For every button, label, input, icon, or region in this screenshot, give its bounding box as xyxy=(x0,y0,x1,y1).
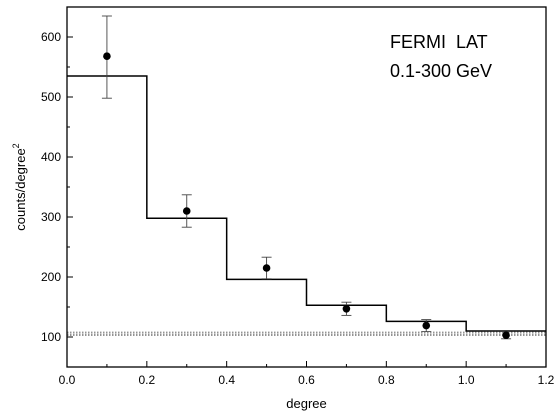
x-axis-title: degree xyxy=(286,396,326,411)
x-tick-label: 0.2 xyxy=(138,373,155,387)
data-point xyxy=(262,264,271,272)
y-axis-title-superscript: 2 xyxy=(11,143,21,148)
annotation-energy-range: 0.1-300 GeV xyxy=(390,61,492,81)
x-tick-label: 0.8 xyxy=(378,373,395,387)
x-axis-ticks: 0.0 0.2 0.4 0.6 0.8 1.0 1.2 xyxy=(59,361,555,387)
data-point xyxy=(182,207,191,215)
annotation-instrument: FERMI LAT xyxy=(390,32,488,52)
x-tick-label: 0.0 xyxy=(59,373,76,387)
y-tick-label: 200 xyxy=(41,270,61,284)
data-point xyxy=(422,321,431,330)
x-tick-label: 1.2 xyxy=(538,373,555,387)
data-points xyxy=(101,15,512,340)
y-tick-label: 500 xyxy=(41,90,61,104)
y-tick-label: 600 xyxy=(41,30,61,44)
background-bands xyxy=(67,331,546,336)
y-tick-label: 400 xyxy=(41,150,61,164)
y-axis-title: counts/degree2 xyxy=(11,143,28,230)
x-tick-label: 0.6 xyxy=(298,373,315,387)
data-point xyxy=(103,52,111,60)
model-histogram xyxy=(67,75,546,332)
x-tick-label: 1.0 xyxy=(458,373,475,387)
y-axis-title-text: counts/degree xyxy=(13,148,28,230)
data-point xyxy=(502,331,510,340)
x-tick-label: 0.4 xyxy=(218,373,235,387)
y-tick-label: 100 xyxy=(41,330,61,344)
y-axis-ticks: 100 200 300 400 500 600 xyxy=(41,30,73,368)
y-tick-label: 300 xyxy=(41,210,61,224)
data-point xyxy=(342,305,351,313)
model-step-line xyxy=(67,75,546,332)
